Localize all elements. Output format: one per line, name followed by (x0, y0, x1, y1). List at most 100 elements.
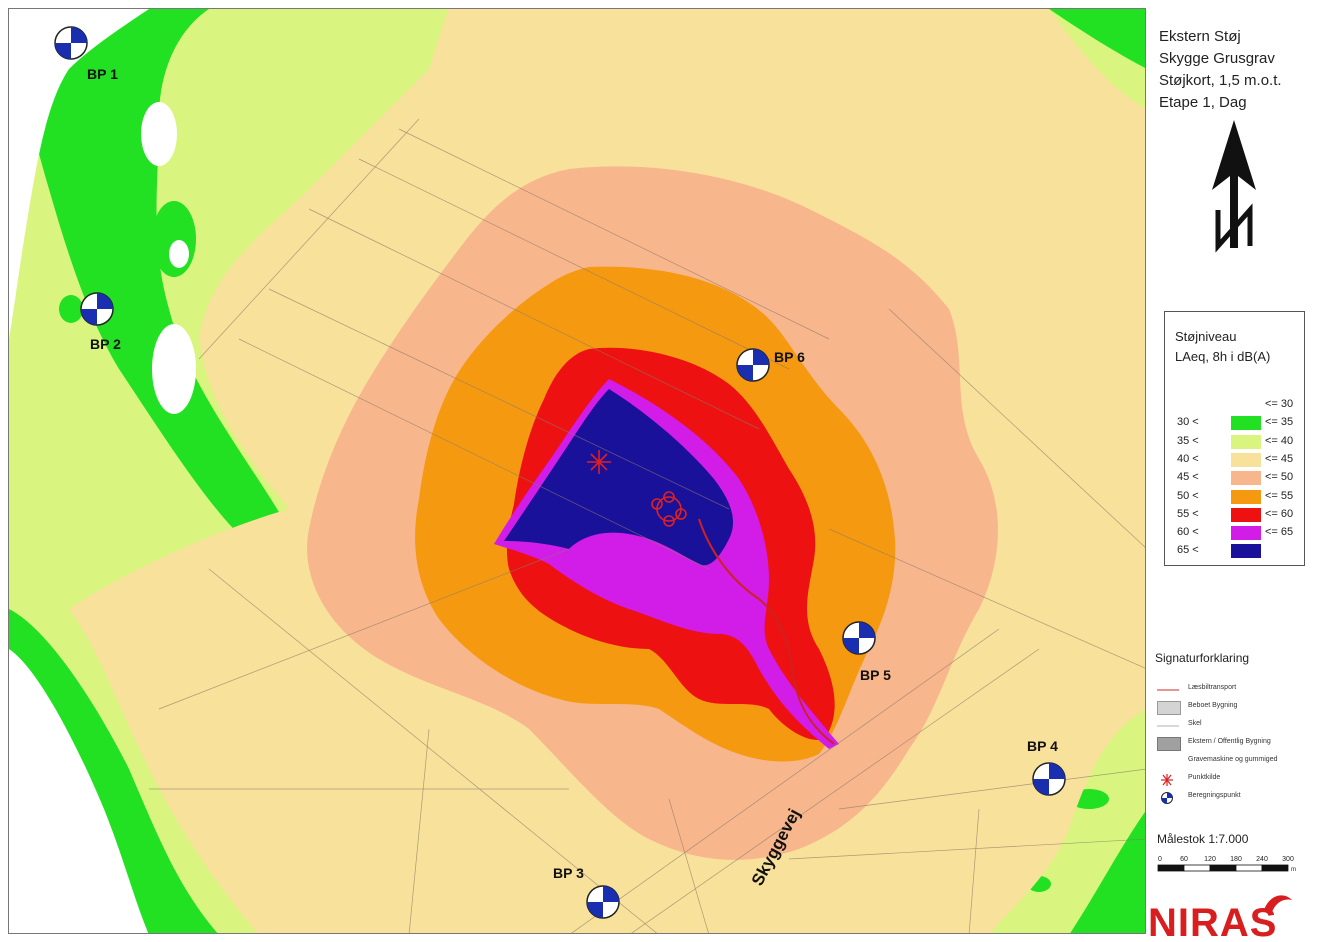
legend-high: <= 50 (1265, 471, 1294, 484)
legend-high: <= 45 (1265, 452, 1294, 465)
calc-point-bp1: BP 1 (54, 26, 118, 82)
legend-high: <= 55 (1265, 489, 1294, 502)
parcel-boundaries (149, 118, 1145, 933)
legend-row: 45 < <= 50 (1165, 469, 1304, 487)
signatur-label: Beregningspunkt (1188, 792, 1241, 799)
scale-segment (1209, 864, 1237, 872)
point-source-icon (587, 450, 687, 527)
scale-segment (1261, 864, 1289, 872)
title-line-1: Ekstern Støj (1159, 28, 1241, 45)
legend-row: <= 30 (1165, 396, 1304, 414)
legend-high: <= 35 (1265, 416, 1294, 429)
legend-row: 60 < <= 65 (1165, 524, 1304, 542)
legend-panel: Ekstern Støj Skygge Grusgrav Støjkort, 1… (1146, 8, 1318, 942)
calc-point-bp2: BP 2 (80, 292, 121, 352)
signatur-item: Beregningspunkt (1154, 789, 1314, 805)
light-grey-box-symbol (1157, 701, 1181, 715)
calc-point-bp5: BP 5 (842, 621, 891, 683)
signatur-label: Ekstern / Offentlig Bygning (1188, 738, 1271, 745)
scale-segment (1183, 864, 1211, 872)
legend-title-2: LAeq, 8h i dB(A) (1175, 349, 1271, 364)
legend-low: 60 < (1177, 526, 1199, 539)
legend-row: 55 < <= 60 (1165, 506, 1304, 524)
scale-tick-label: 240 (1256, 856, 1268, 863)
calc-point-bp3: BP 3 (553, 865, 620, 919)
legend-low: 55 < (1177, 507, 1199, 520)
legend-high: <= 65 (1265, 526, 1294, 539)
svg-text:NIRAS: NIRAS (1148, 901, 1277, 942)
scale-tick-label: 60 (1180, 856, 1188, 863)
bp-label: BP 3 (553, 865, 584, 881)
signatur-label: Læsbiltransport (1188, 684, 1237, 691)
legend-swatch (1231, 434, 1261, 449)
bp-label: BP 2 (90, 336, 121, 352)
calc-point-icon (842, 621, 876, 655)
legend-swatch (1231, 471, 1261, 486)
map-title: Ekstern Støj Skygge Grusgrav Støjkort, 1… (1159, 26, 1282, 114)
legend-low: 40 < (1177, 452, 1199, 465)
calc-point-bp6: BP 6 (736, 348, 805, 382)
legend-low: 30 < (1177, 416, 1199, 429)
calc-point-icon (1157, 791, 1179, 804)
blank-symbol (1157, 755, 1179, 767)
niras-logo: NIRAS (1148, 895, 1292, 942)
legend-row: 35 < <= 40 (1165, 433, 1304, 451)
legend-low: 35 < (1177, 434, 1199, 447)
zone-below-30 (9, 9, 196, 933)
scale-tick-label: 0 (1158, 856, 1162, 863)
signatur-title: Signaturforklaring (1155, 651, 1250, 665)
bp-label: BP 6 (774, 349, 805, 365)
legend-swatch (1231, 507, 1261, 522)
legend-row: 50 < <= 55 (1165, 488, 1304, 506)
scale-bar: 0 60 120 180 240 300 m (1157, 856, 1296, 873)
dark-grey-box-symbol (1157, 737, 1181, 751)
legend-row: 65 < (1165, 542, 1304, 560)
calc-point-icon (736, 348, 770, 382)
noise-map-canvas: BP 1 BP 2 BP 3 BP 4 BP 5 BP 6 (9, 9, 1145, 933)
legend-swatch (1231, 398, 1261, 412)
legend-swatch (1231, 526, 1261, 541)
signatur-item: Ekstern / Offentlig Bygning (1154, 735, 1314, 751)
legend-high: <= 60 (1265, 507, 1294, 520)
signatur-item: Gravemaskine og gummiged (1154, 753, 1314, 769)
legend-swatch (1231, 416, 1261, 431)
legend-swatch (1231, 544, 1261, 559)
calc-point-icon (80, 292, 114, 326)
red-line-symbol (1157, 683, 1179, 695)
signatur-label: Skel (1188, 720, 1202, 727)
title-line-3: Støjkort, 1,5 m.o.t. (1159, 72, 1282, 89)
point-source-icon (1157, 773, 1179, 786)
title-line-4: Etape 1, Dag (1159, 94, 1247, 111)
noise-map: BP 1 BP 2 BP 3 BP 4 BP 5 BP 6 (8, 8, 1146, 934)
calc-point-icon (1032, 762, 1066, 796)
scale-segment (1235, 864, 1263, 872)
scale-unit: m (1291, 867, 1296, 873)
legend-low: 65 < (1177, 544, 1199, 557)
bp-label: BP 4 (1027, 738, 1058, 754)
calc-point-icon (54, 26, 88, 60)
thin-line-symbol (1157, 719, 1179, 731)
bp-label: BP 5 (860, 667, 891, 683)
legend-high: <= 40 (1265, 434, 1294, 447)
scale-tick-label: 180 (1230, 856, 1242, 863)
scale-segment (1157, 864, 1185, 872)
legend-row: 40 < <= 45 (1165, 451, 1304, 469)
legend-swatch (1231, 489, 1261, 504)
legend-low: 50 < (1177, 489, 1199, 502)
calc-point-icon (586, 885, 620, 919)
bp-label: BP 1 (87, 66, 118, 82)
calc-point-bp4: BP 4 (1027, 738, 1066, 796)
legend-row: 30 < <= 35 (1165, 414, 1304, 432)
scale-tick-label: 300 (1282, 856, 1294, 863)
signatur-item: Læsbiltransport (1154, 681, 1314, 697)
zone-65-plus (504, 389, 734, 566)
noise-level-legend: Støjniveau LAeq, 8h i dB(A) <= 30 30 < <= … (1164, 311, 1305, 566)
signatur-item: Beboet Bygning (1154, 699, 1314, 715)
signatur-item: Skel (1154, 717, 1314, 733)
scale-tick-label: 120 (1204, 856, 1216, 863)
title-line-2: Skygge Grusgrav (1159, 50, 1275, 67)
legend-title-1: Støjniveau (1175, 329, 1237, 344)
north-arrow-icon (1212, 120, 1256, 253)
signatur-label: Beboet Bygning (1188, 702, 1238, 709)
